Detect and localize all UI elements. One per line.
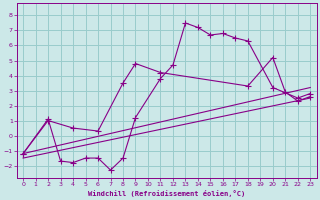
X-axis label: Windchill (Refroidissement éolien,°C): Windchill (Refroidissement éolien,°C): [88, 190, 245, 197]
